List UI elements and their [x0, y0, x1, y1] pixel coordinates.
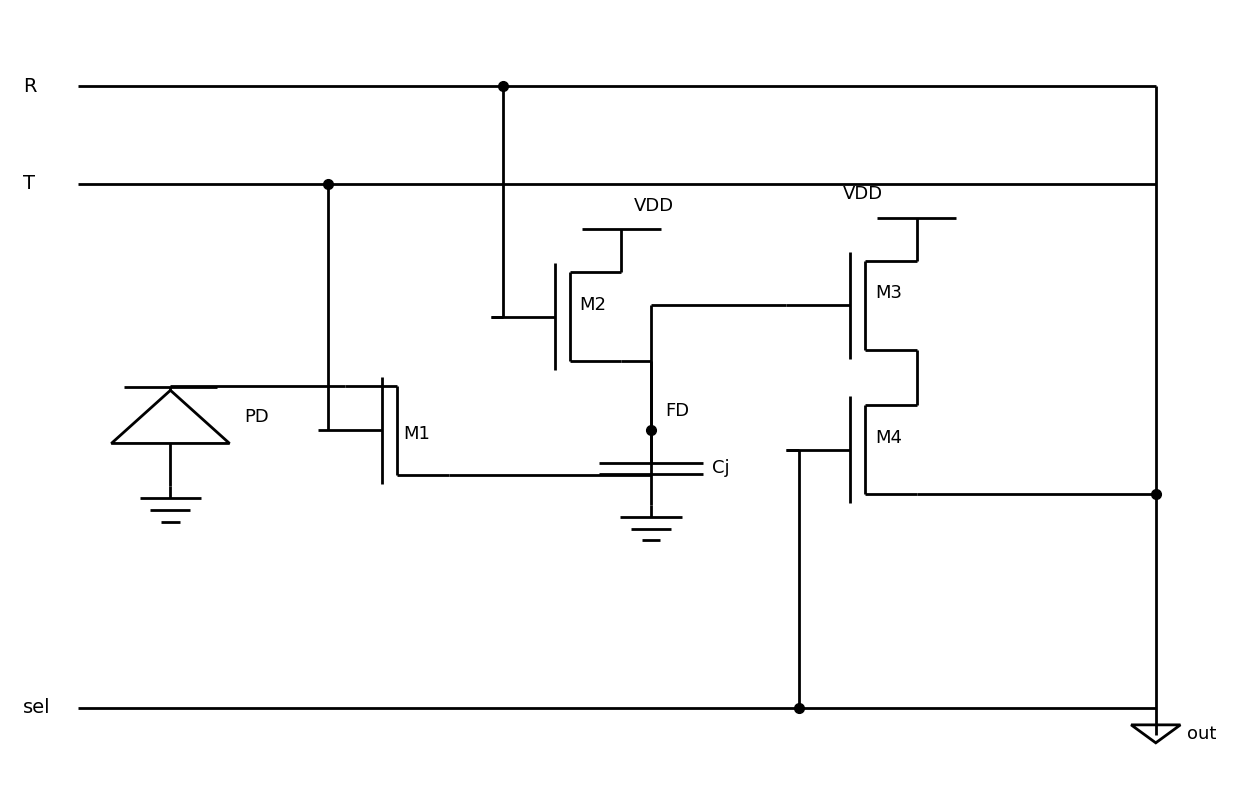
Text: M3: M3: [875, 284, 901, 303]
Text: FD: FD: [666, 401, 689, 419]
Text: T: T: [22, 175, 35, 194]
Text: sel: sel: [22, 698, 51, 717]
Text: M2: M2: [579, 296, 606, 314]
Text: VDD: VDD: [843, 185, 883, 203]
Text: M1: M1: [403, 425, 430, 443]
Text: M4: M4: [875, 429, 901, 447]
Text: out: out: [1187, 725, 1216, 743]
Text: PD: PD: [244, 408, 269, 426]
Text: VDD: VDD: [634, 197, 673, 215]
Text: R: R: [22, 77, 36, 96]
Text: Cj: Cj: [712, 460, 730, 477]
